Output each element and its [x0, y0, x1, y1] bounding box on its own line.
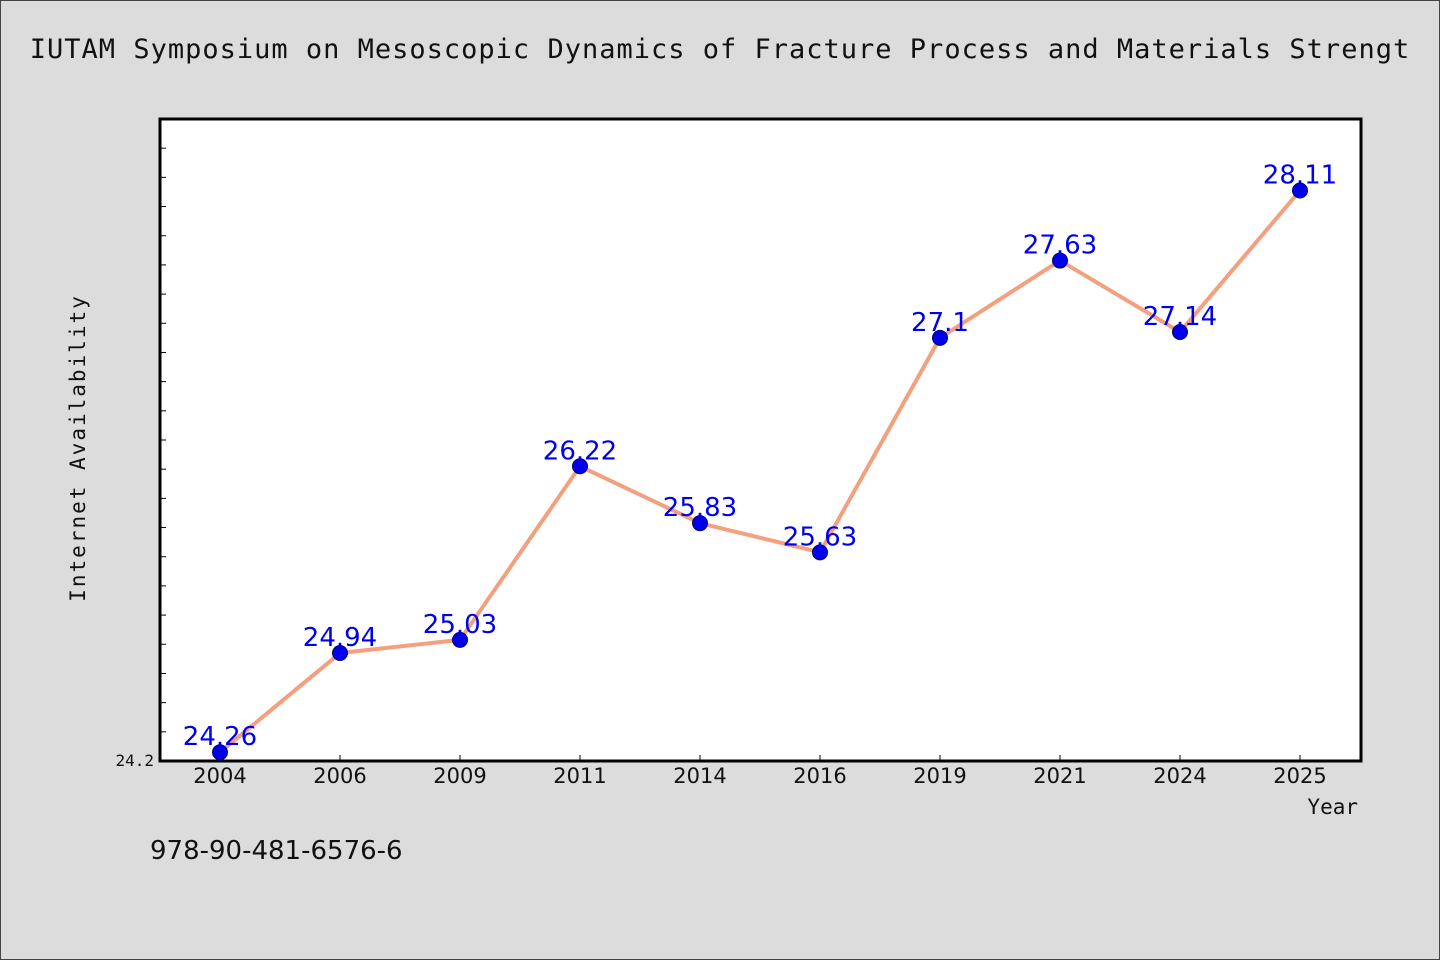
x-tick-label: 2016: [793, 764, 846, 788]
y-axis-label: Internet Availability: [66, 294, 90, 602]
x-axis-tick-labels: 2004 2006 2009 2011 2014 2016 2019 2021 2024 2025: [193, 764, 1326, 788]
series-layer: 24.26 24.94 25.03 26.22 25.83 25.63 27.1 27.63 2…: [183, 160, 1337, 761]
series-line: [218, 188, 1302, 755]
data-label: 25.83: [663, 493, 737, 523]
data-label: 28.11: [1263, 160, 1337, 190]
data-point: [932, 329, 948, 346]
data-label: 25.63: [783, 522, 857, 552]
y-axis-tick-labels: 24.2: [115, 751, 154, 770]
data-point: [1052, 252, 1068, 269]
x-tick-label: 2021: [1033, 764, 1086, 788]
data-point: [1172, 324, 1188, 341]
x-tick-label: 2019: [913, 764, 966, 788]
data-point: [212, 744, 228, 761]
data-point: [1292, 182, 1308, 199]
data-point: [812, 544, 828, 561]
x-tick-label: 2009: [433, 764, 486, 788]
x-tick-label: 2004: [193, 764, 246, 788]
data-label: 27.63: [1023, 231, 1097, 261]
data-point: [572, 458, 588, 475]
data-label: 27.1: [911, 308, 969, 338]
x-tick-label: 2006: [313, 764, 366, 788]
data-point: [452, 631, 468, 648]
data-point: [332, 645, 348, 662]
footer-isbn: 978-90-481-6576-6: [150, 836, 403, 866]
chart-title: IUTAM Symposium on Mesoscopic Dynamics o…: [29, 34, 1411, 65]
data-label: 26.22: [543, 436, 617, 466]
y-axis-ticks: [160, 118, 166, 762]
y-tick-label: 24.2: [115, 751, 154, 770]
data-label: 25.03: [423, 610, 497, 640]
x-axis-label: Year: [1307, 795, 1358, 819]
data-point: [692, 515, 708, 532]
x-tick-label: 2025: [1273, 764, 1326, 788]
x-tick-label: 2024: [1153, 764, 1206, 788]
data-label: 27.14: [1143, 302, 1217, 332]
data-label: 24.26: [183, 722, 257, 752]
data-label: 24.94: [303, 623, 377, 653]
x-tick-label: 2011: [553, 764, 606, 788]
x-tick-label: 2014: [673, 764, 726, 788]
plot-area: [158, 117, 1363, 763]
